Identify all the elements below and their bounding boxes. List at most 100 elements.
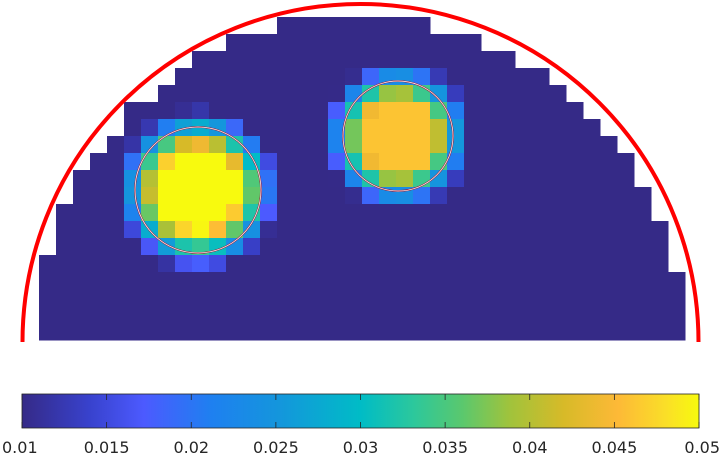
heatmap-cell [311, 187, 329, 205]
colorbar-tick-label: 0.015 [84, 438, 130, 457]
heatmap-cell [532, 306, 550, 324]
heatmap-cell [141, 289, 159, 307]
heatmap-cell [73, 221, 91, 239]
heatmap-cell [124, 136, 142, 154]
heatmap-cell [175, 289, 193, 307]
heatmap-cell [345, 102, 363, 120]
heatmap-cell [90, 255, 108, 273]
heatmap-cell [430, 187, 448, 205]
heatmap-cell [532, 85, 550, 103]
reference-circle [342, 80, 454, 192]
heatmap-cell [260, 136, 278, 154]
heatmap-cell [464, 34, 482, 52]
heatmap-cell [73, 170, 91, 188]
heatmap-cell [158, 323, 176, 341]
heatmap-cell [464, 187, 482, 205]
heatmap-cell [413, 85, 431, 103]
heatmap-cell [226, 136, 244, 154]
heatmap-cell [226, 306, 244, 324]
heatmap-cell [226, 153, 244, 171]
heatmap-cell [277, 272, 295, 290]
heatmap-cell [600, 255, 618, 273]
heatmap-cell [396, 85, 414, 103]
heatmap-cell [328, 102, 346, 120]
heatmap-cell [532, 102, 550, 120]
heatmap-cell [328, 221, 346, 239]
heatmap-cell [617, 306, 635, 324]
heatmap-cell [158, 102, 176, 120]
heatmap-cell [277, 17, 295, 35]
heatmap-cell [362, 136, 380, 154]
heatmap-cell [566, 221, 584, 239]
heatmap-cell [481, 68, 499, 86]
heatmap-cell [175, 85, 193, 103]
heatmap-cell [600, 204, 618, 222]
heatmap-cell [583, 136, 601, 154]
heatmap-cell [464, 153, 482, 171]
heatmap-cell [328, 119, 346, 137]
heatmap-cell [634, 204, 652, 222]
heatmap-cell [413, 221, 431, 239]
heatmap-cell [413, 289, 431, 307]
heatmap-cell [345, 153, 363, 171]
heatmap-cell [243, 323, 261, 341]
heatmap-cell [141, 102, 159, 120]
heatmap-cell [141, 238, 159, 256]
heatmap-cell [362, 306, 380, 324]
heatmap-cell [192, 255, 210, 273]
heatmap-cell [651, 323, 669, 341]
heatmap-cell [277, 68, 295, 86]
heatmap-cell [447, 204, 465, 222]
heatmap-cell [515, 68, 533, 86]
heatmap-cell [464, 136, 482, 154]
heatmap-cell [413, 102, 431, 120]
heatmap-cell [668, 323, 686, 341]
domain-boundary [20, 2, 701, 343]
heatmap-cell [549, 187, 567, 205]
heatmap-cell [226, 204, 244, 222]
heatmap-cell [600, 153, 618, 171]
heatmap-cell [396, 136, 414, 154]
heatmap-cell [396, 221, 414, 239]
heatmap-cell [175, 136, 193, 154]
heatmap-cell [260, 119, 278, 137]
heatmap-cell [294, 85, 312, 103]
heatmap-cell [566, 187, 584, 205]
heatmap-cell [243, 136, 261, 154]
heatmap-cell [447, 153, 465, 171]
heatmap-cell [447, 51, 465, 69]
heatmap-cell [311, 102, 329, 120]
heatmap-cell [260, 34, 278, 52]
heatmap-cell [498, 221, 516, 239]
heatmap-cell [345, 170, 363, 188]
heatmap-cell [447, 34, 465, 52]
heatmap-cell [192, 102, 210, 120]
heatmap-cell [175, 170, 193, 188]
heatmap-cell [328, 187, 346, 205]
heatmap-cell [566, 102, 584, 120]
heatmap-cell [430, 323, 448, 341]
heatmap-cell [464, 51, 482, 69]
heatmap-cell [583, 289, 601, 307]
heatmap-cell [90, 204, 108, 222]
heatmap-cell [549, 153, 567, 171]
heatmap-cell [294, 187, 312, 205]
heatmap-cell [362, 153, 380, 171]
heatmap-cell [447, 323, 465, 341]
heatmap-cell [447, 255, 465, 273]
heatmap-cell [583, 187, 601, 205]
heatmap-cell [243, 187, 261, 205]
heatmap-cell [192, 289, 210, 307]
heatmap-cell [413, 272, 431, 290]
heatmap-cell [566, 204, 584, 222]
heatmap-cell [209, 51, 227, 69]
heatmap-cell [209, 170, 227, 188]
heatmap-cell [260, 68, 278, 86]
heatmap-cell [226, 85, 244, 103]
heatmap-cell [481, 119, 499, 137]
heatmap-cell [515, 221, 533, 239]
heatmap-cell [515, 153, 533, 171]
heatmap-cell [158, 187, 176, 205]
heatmap-cell [209, 204, 227, 222]
heatmap-cell [396, 17, 414, 35]
